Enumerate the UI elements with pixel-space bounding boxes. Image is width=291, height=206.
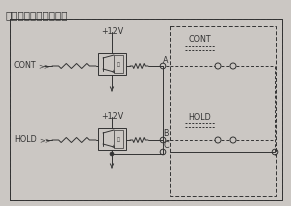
Bar — [170, 26, 276, 196]
Text: ﾌ: ﾌ — [117, 137, 120, 142]
Text: >>: >> — [39, 137, 51, 143]
Text: HOLD: HOLD — [14, 136, 37, 144]
Text: CONT: CONT — [189, 35, 211, 44]
Text: CONT: CONT — [14, 62, 37, 70]
Bar — [10, 19, 282, 200]
Circle shape — [110, 152, 114, 156]
Text: >>: >> — [38, 63, 50, 69]
Bar — [98, 53, 126, 75]
Text: ﾌ: ﾌ — [117, 62, 120, 67]
Text: +12V: +12V — [101, 112, 123, 121]
Text: コンパレータ内部回路: コンパレータ内部回路 — [5, 10, 68, 20]
Text: A: A — [163, 55, 168, 64]
Text: C: C — [163, 141, 168, 150]
Text: +12V: +12V — [101, 27, 123, 36]
Bar — [98, 128, 126, 150]
Bar — [10, 19, 282, 200]
Text: HOLD: HOLD — [189, 113, 211, 122]
Bar — [114, 130, 123, 148]
Text: B: B — [163, 129, 168, 137]
Bar — [114, 55, 123, 73]
